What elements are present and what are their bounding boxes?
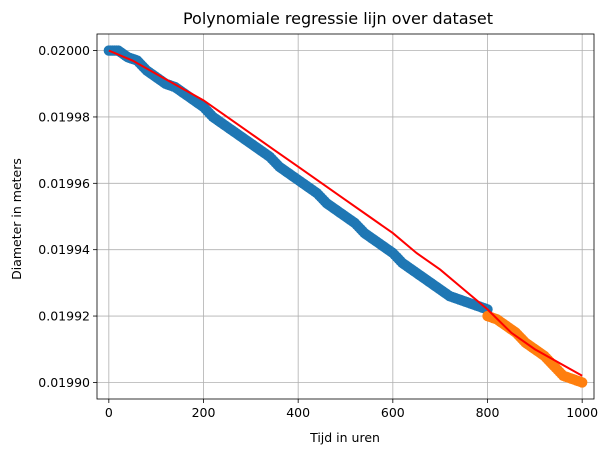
x-tick-label: 0 xyxy=(105,405,113,420)
x-tick-label: 600 xyxy=(381,405,405,420)
y-tick-label: 0.01998 xyxy=(38,109,90,124)
x-tick-label: 200 xyxy=(192,405,216,420)
data-point xyxy=(576,377,588,388)
x-tick-label: 1000 xyxy=(566,405,598,420)
chart-title: Polynomiale regressie lijn over dataset xyxy=(183,9,493,28)
plot-series xyxy=(103,45,588,388)
y-tick-label: 0.01990 xyxy=(38,375,90,390)
y-tick-label: 0.01996 xyxy=(38,176,90,191)
grid xyxy=(97,34,594,399)
x-tick-label: 400 xyxy=(286,405,310,420)
x-tick-label: 800 xyxy=(476,405,500,420)
regression-line xyxy=(108,49,583,377)
y-tick-label: 0.02000 xyxy=(38,43,90,58)
x-axis-label: Tijd in uren xyxy=(309,430,380,445)
y-tick-label: 0.01994 xyxy=(38,242,90,257)
y-tick-label: 0.01992 xyxy=(38,309,90,324)
scatter-series-0 xyxy=(103,45,493,315)
plot-frame xyxy=(96,33,595,400)
axis-ticks: 0 200 400 600 800 1000 0.01990 0.01992 0.01994 0.… xyxy=(38,43,598,420)
y-axis-label: Diameter in meters xyxy=(9,158,24,280)
